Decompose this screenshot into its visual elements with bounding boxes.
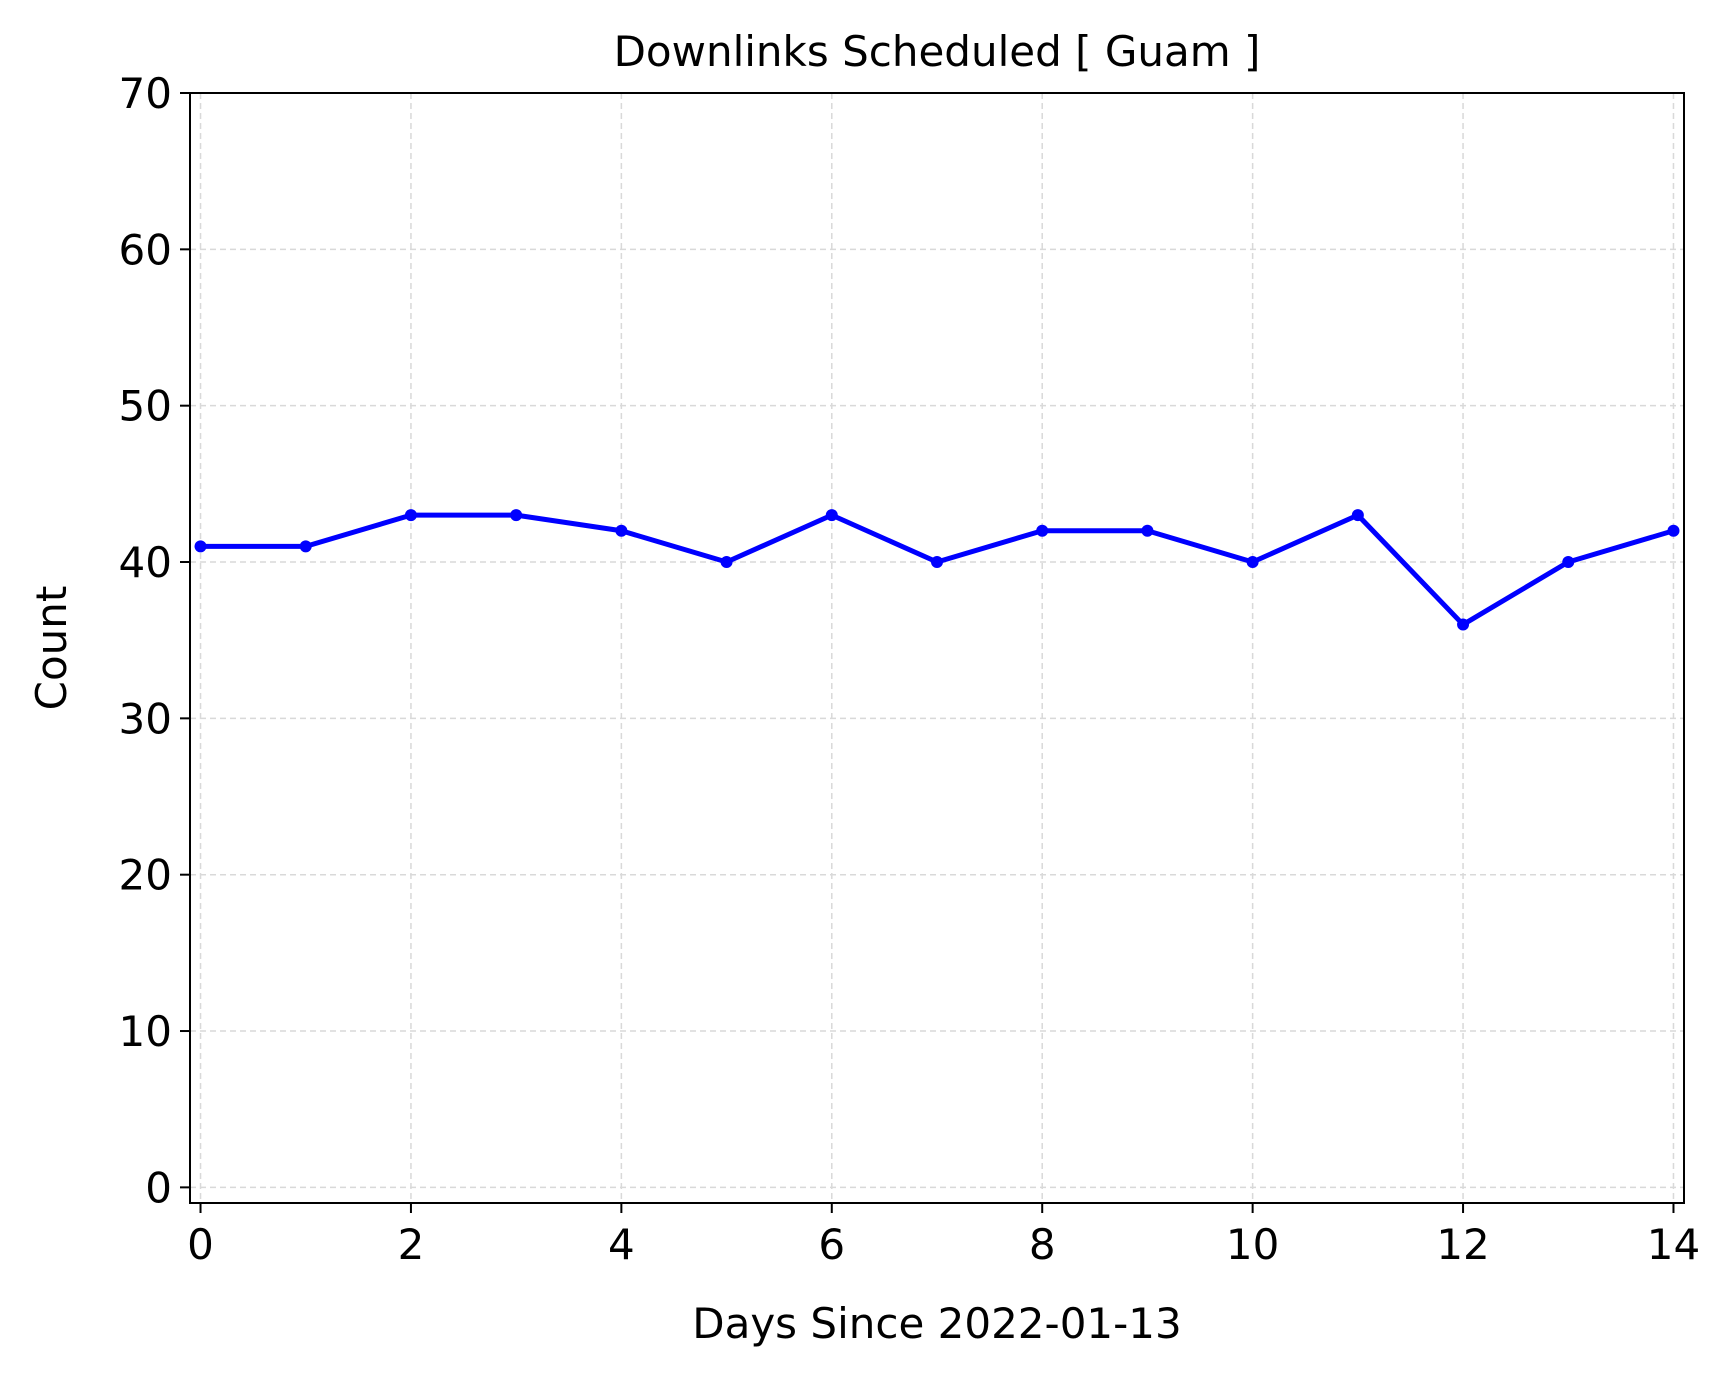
x-tick-label: 12 [1436, 1220, 1489, 1269]
data-point [194, 540, 207, 553]
x-tick-label: 8 [1029, 1220, 1056, 1269]
x-tick-label: 4 [608, 1220, 635, 1269]
y-tick-label: 60 [119, 225, 172, 274]
data-point [1667, 524, 1680, 537]
y-tick-label: 0 [145, 1163, 172, 1212]
series-layer [194, 509, 1680, 631]
data-point [1246, 556, 1259, 569]
x-tick-label: 0 [187, 1220, 214, 1269]
data-point [1141, 524, 1154, 537]
data-point [299, 540, 312, 553]
data-point [510, 509, 523, 522]
data-point [404, 509, 417, 522]
y-tick-label: 30 [119, 694, 172, 743]
x-tick-label: 6 [818, 1220, 845, 1269]
plot-frame [189, 92, 1685, 1204]
x-tick-label: 2 [398, 1220, 425, 1269]
data-point [615, 524, 628, 537]
data-point [720, 556, 733, 569]
x-axis-label: Days Since 2022-01-13 [692, 1299, 1181, 1348]
data-point [931, 556, 943, 569]
y-axis-label: Count [27, 586, 76, 711]
chart-title: Downlinks Scheduled [ Guam ] [614, 27, 1261, 76]
data-point [1036, 524, 1049, 537]
data-point [825, 509, 838, 522]
y-tick-label: 10 [119, 1007, 172, 1056]
data-point [1457, 618, 1470, 631]
data-point [1351, 509, 1364, 522]
y-tick-label: 50 [119, 382, 172, 431]
ticks: 0 2 4 6 8 10 12 14 0 10 20 30 40 50 60 70 [119, 69, 1701, 1269]
y-tick-label: 70 [119, 69, 172, 118]
x-tick-label: 14 [1647, 1220, 1700, 1269]
y-tick-label: 40 [119, 538, 172, 587]
grid [190, 92, 1684, 1203]
y-tick-label: 20 [119, 851, 172, 900]
x-tick-label: 10 [1226, 1220, 1279, 1269]
data-point [1562, 556, 1575, 569]
